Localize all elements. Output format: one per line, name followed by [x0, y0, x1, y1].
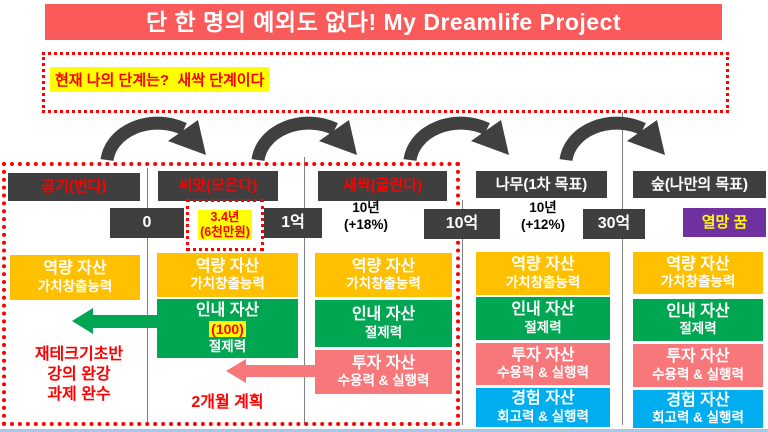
asset-type: 인내 자산 — [511, 301, 575, 319]
duration-rate: (+18%) — [344, 216, 388, 232]
column-divider — [304, 157, 305, 425]
asset-type: 투자 자산 — [511, 346, 575, 364]
asset-ability: 절제력 — [679, 321, 717, 337]
asset-ability: 가치창출능력 — [660, 274, 736, 290]
column-divider — [622, 112, 623, 425]
asset-type: 인내 자산 — [351, 306, 416, 324]
course-completion-note: 재테크기초반 강의 완강 과제 완수 — [20, 345, 138, 405]
asset-ability: 회고력 & 실행력 — [497, 408, 589, 424]
asset-box-competence: 역량 자산 가치창출능력 — [10, 255, 140, 300]
asset-ability: 수용력 & 실행력 — [652, 366, 744, 382]
progress-curved-arrow-icon — [100, 116, 206, 161]
asset-box-experience: 경험 자산 회고력 & 실행력 — [633, 390, 763, 428]
progress-curved-arrow-icon — [403, 116, 509, 161]
note-line: 과제 완수 — [47, 386, 111, 403]
duration-rate: (+12%) — [521, 216, 565, 232]
asset-box-patience: 인내 자산 (100) 절제력 — [157, 299, 298, 358]
asset-type: 인내 자산 — [666, 302, 730, 320]
asset-type: 투자 자산 — [666, 348, 730, 366]
seed-period-note: 3.4년 (6천만원) — [198, 210, 252, 240]
progress-curved-arrow-icon — [251, 116, 357, 161]
asset-ability: 수용력 & 실행력 — [337, 373, 430, 389]
patience-score: (100) — [209, 320, 246, 337]
note-line: 강의 완강 — [47, 366, 111, 383]
milestone-3b: 30억 — [583, 209, 645, 239]
asset-box-patience: 인내 자산 절제력 — [633, 299, 763, 341]
duration-years: 10년 — [529, 200, 557, 215]
asset-type: 역량 자산 — [666, 255, 730, 273]
arrow-head — [72, 308, 93, 334]
pink-left-arrow-icon — [226, 359, 315, 383]
asset-type: 인내 자산 — [195, 301, 260, 319]
asset-type: 경험 자산 — [666, 391, 730, 409]
seed-period: 3.4년 — [210, 210, 240, 224]
aspiration-goal-box: 열망 꿈 — [683, 208, 766, 237]
column-divider — [462, 200, 463, 425]
two-month-plan-note: 2개월 계획 — [191, 394, 264, 411]
asset-box-investment: 투자 자산 수용력 & 실행력 — [476, 343, 610, 385]
asset-type: 경험 자산 — [511, 390, 575, 408]
stage-header-sprout: 새싹(굴린다) — [318, 171, 447, 201]
asset-box-competence: 역량 자산 가치창출능력 — [476, 252, 610, 295]
milestone-1b: 10억 — [424, 209, 500, 239]
asset-ability: 가치창출능력 — [346, 276, 421, 292]
seed-amount: (6천만원) — [200, 225, 250, 239]
asset-ability: 가치창출능력 — [37, 278, 113, 294]
asset-box-patience: 인내 자산 절제력 — [315, 300, 452, 347]
stage-header-tree: 나무(1차 목표) — [476, 171, 607, 198]
asset-ability: 회고력 & 실행력 — [652, 410, 744, 426]
duration-note-1: 10년 (+18%) — [328, 200, 404, 234]
asset-ability: 수용력 & 실행력 — [497, 365, 589, 381]
asset-box-investment: 투자 자산 수용력 & 실행력 — [633, 344, 763, 387]
asset-ability: 절제력 — [208, 339, 247, 355]
milestone-start: 0 — [110, 208, 184, 238]
asset-box-experience: 경험 자산 회고력 & 실행력 — [476, 388, 610, 427]
asset-ability: 가치창출능력 — [190, 276, 265, 292]
asset-type: 역량 자산 — [511, 256, 575, 274]
arrow-bar — [244, 365, 315, 377]
duration-note-2: 10년 (+12%) — [506, 200, 580, 234]
stage-header-seed: 씨앗(모은다) — [158, 171, 278, 201]
progress-curved-arrow-icon — [559, 116, 665, 161]
asset-type: 투자 자산 — [351, 354, 416, 372]
asset-box-competence: 역량 자산 가치창출능력 — [157, 253, 298, 297]
milestone-100m: 1억 — [264, 208, 322, 238]
note-line: 재테크기초반 — [34, 346, 124, 363]
stage-header-forest: 숲(나만의 목표) — [633, 171, 766, 198]
asset-type: 역량 자산 — [351, 257, 416, 275]
asset-ability: 가치창출능력 — [505, 274, 581, 290]
asset-type: 역량 자산 — [195, 257, 260, 275]
asset-box-patience: 인내 자산 절제력 — [476, 297, 610, 340]
asset-ability: 절제력 — [524, 319, 562, 335]
seed-period-note-border: 3.4년 (6천만원) — [186, 199, 264, 251]
asset-type: 역량 자산 — [43, 260, 107, 278]
stage-header-air: 공기(번다) — [8, 173, 140, 201]
duration-years: 10년 — [352, 200, 380, 215]
asset-box-competence: 역량 자산 가치창출능력 — [315, 253, 452, 297]
asset-ability: 절제력 — [364, 324, 403, 340]
arrow-head — [226, 359, 246, 383]
bottom-accent-line — [0, 429, 768, 432]
arrow-bar — [91, 315, 160, 328]
green-left-arrow-icon — [72, 308, 160, 334]
asset-box-investment: 투자 자산 수용력 & 실행력 — [315, 350, 452, 394]
current-stage-note: 현재 나의 단계는? 새싹 단계이다 — [50, 67, 270, 92]
focus-region-border — [2, 162, 460, 426]
page-title: 단 한 명의 예외도 없다! My Dreamlife Project — [45, 4, 722, 40]
asset-box-competence: 역량 자산 가치창출능력 — [633, 252, 763, 294]
column-divider — [147, 168, 148, 425]
current-stage-banner-border — [42, 52, 729, 113]
